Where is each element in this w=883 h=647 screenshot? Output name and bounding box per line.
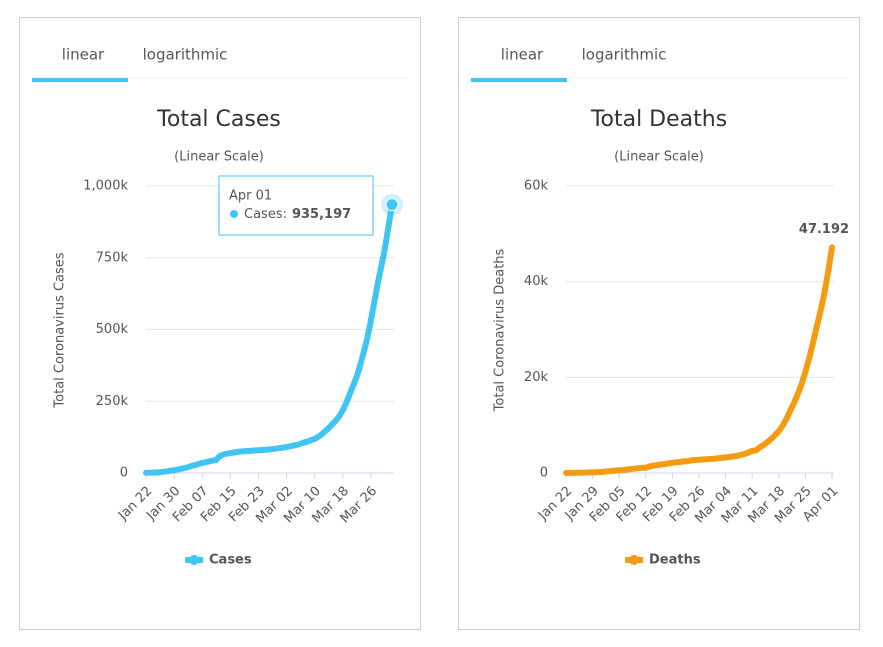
y-tick-label: 20k — [524, 370, 549, 385]
chart-panel: linear logarithmic Total Cases (Linear Scal… — [19, 17, 421, 630]
y-tick-label: 500k — [96, 322, 129, 337]
chart-title: Total Cases — [156, 107, 281, 132]
y-tick-label: 60k — [524, 179, 549, 194]
y-tick-label: 250k — [96, 394, 129, 409]
chart-title: Total Deaths — [590, 107, 727, 132]
y-axis-title: Total Coronavirus Cases — [53, 252, 68, 408]
y-tick-label: 1,000k — [83, 179, 128, 194]
y-tick-label: 0 — [120, 466, 128, 481]
active-tab-underline — [32, 78, 128, 82]
tab[interactable]: linear — [501, 46, 544, 64]
legend-symbol — [189, 555, 199, 565]
tooltip-symbol — [230, 210, 238, 218]
tooltip-value: 935,197 — [292, 207, 351, 222]
tooltip-date: Apr 01 — [229, 189, 272, 204]
hover-point — [385, 198, 399, 212]
legend-label[interactable]: Cases — [209, 553, 252, 568]
data-label: 47.192 — [799, 222, 849, 237]
tab[interactable]: logarithmic — [582, 46, 667, 64]
y-axis-title: Total Coronavirus Deaths — [493, 248, 508, 412]
chart-panel: linear logarithmic Total Deaths (Linear Sca… — [458, 17, 860, 630]
active-tab-underline — [471, 78, 567, 82]
tab[interactable]: logarithmic — [143, 46, 228, 64]
data-line — [563, 244, 835, 476]
chart-subtitle: (Linear Scale) — [614, 150, 704, 165]
y-tick-label: 0 — [540, 466, 548, 481]
tooltip-text: Cases: 935,197 — [244, 207, 351, 222]
tooltip — [218, 175, 374, 236]
legend-label[interactable]: Deaths — [649, 553, 701, 568]
tab[interactable]: linear — [62, 46, 105, 64]
data-line — [143, 201, 395, 476]
chart-subtitle: (Linear Scale) — [174, 150, 264, 165]
tooltip-name: Cases: — [244, 207, 287, 222]
y-tick-label: 750k — [96, 250, 129, 265]
legend-symbol — [629, 555, 639, 565]
y-tick-label: 40k — [524, 274, 549, 289]
panel-border — [458, 17, 860, 630]
panel-border — [19, 17, 421, 630]
